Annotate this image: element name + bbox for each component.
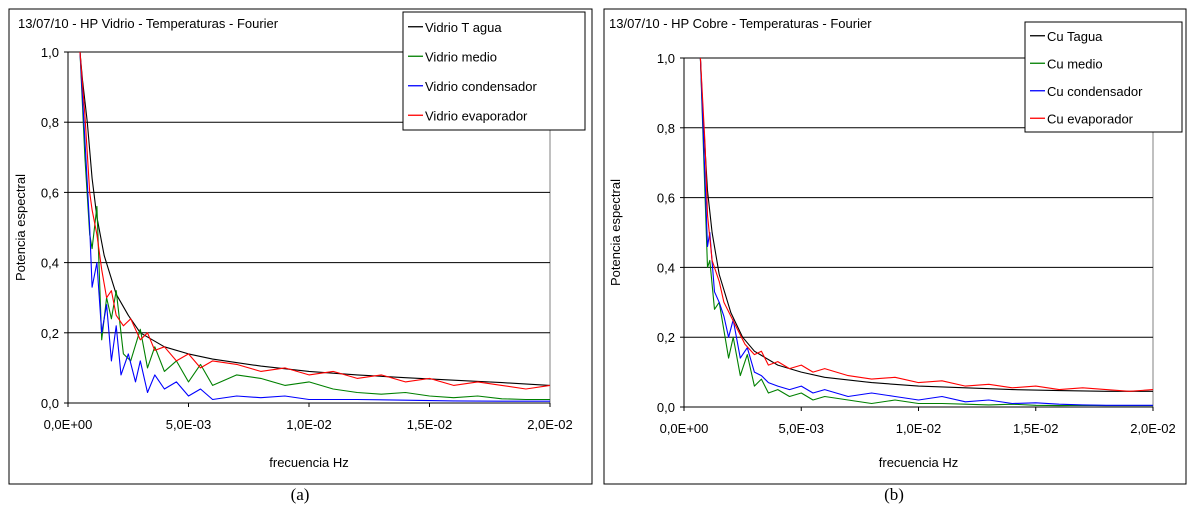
legend-label: Cu medio: [1047, 56, 1103, 71]
x-axis-label: frecuencia Hz: [269, 455, 348, 470]
x-tick-label: 0,0E+00: [44, 417, 93, 432]
legend-label: Vidrio evaporador: [425, 108, 528, 123]
x-tick-label: 5,0E-03: [778, 421, 824, 436]
x-tick-label: 1,5E-02: [1013, 421, 1059, 436]
legend-label: Cu Tagua: [1047, 29, 1103, 44]
legend-label: Vidrio condensador: [425, 79, 537, 94]
y-tick-label: 0,4: [41, 256, 59, 271]
x-tick-label: 5,0E-03: [166, 417, 212, 432]
legend: Cu Tagua Cu medio Cu condensador Cu evapora…: [1024, 21, 1183, 133]
legend-label: Vidrio medio: [425, 49, 497, 64]
legend-label: Cu evaporador: [1047, 111, 1134, 126]
y-tick-label: 0,8: [41, 115, 59, 130]
y-tick-label: 0,8: [657, 121, 675, 136]
series-line-vidrio-evaporador: [79, 51, 551, 390]
legend-box: [1024, 21, 1183, 133]
y-tick-label: 0,2: [41, 326, 59, 341]
figure-caption: (a): [291, 485, 310, 504]
y-tick-label: 0,6: [41, 185, 59, 200]
chart-title: 13/07/10 - HP Cobre - Temperaturas - Fou…: [609, 16, 872, 31]
y-tick-label: 0,0: [657, 400, 675, 415]
chart-b: 0,0 0,2 0,4 0,6 0,8 1,0 0,0E+00 5,0E-03 1,0E-02 1…: [603, 8, 1187, 485]
x-tick-label: 1,0E-02: [286, 417, 332, 432]
legend-label: Vidrio T agua: [425, 20, 502, 35]
y-axis-label: Potencia espectral: [608, 179, 623, 286]
legend: Vidrio T agua Vidrio medio Vidrio condensa…: [402, 11, 586, 131]
y-tick-label: 0,6: [657, 191, 675, 206]
x-tick-label: 1,5E-02: [407, 417, 453, 432]
x-tick-label: 1,0E-02: [896, 421, 942, 436]
y-tick-label: 1,0: [41, 45, 59, 60]
y-tick-label: 0,0: [41, 396, 59, 411]
legend-label: Cu condensador: [1047, 84, 1143, 99]
chart-a: 0,0 0,2 0,4 0,6 0,8 1,0 0,0E+00 5,0E-03 1,0E-02 1…: [8, 8, 593, 485]
y-tick-label: 0,2: [657, 330, 675, 345]
y-tick-label: 0,4: [657, 260, 675, 275]
legend-box: [402, 11, 586, 131]
series-line-vidrio-condensador: [79, 51, 550, 402]
x-tick-label: 2,0E-02: [527, 417, 573, 432]
series-line-cu-evaporador: [699, 57, 1154, 392]
y-tick-label: 1,0: [657, 51, 675, 66]
x-tick-label: 2,0E-02: [1130, 421, 1176, 436]
series-line-cu-condensador: [699, 57, 1153, 406]
x-tick-label: 0,0E+00: [660, 421, 709, 436]
series-line-cu-medio: [699, 57, 1153, 407]
x-axis-label: frecuencia Hz: [879, 455, 958, 470]
y-axis-label: Potencia espectral: [13, 174, 28, 281]
chart-title: 13/07/10 - HP Vidrio - Temperaturas - Fo…: [18, 16, 279, 31]
figure-caption: (b): [884, 485, 904, 504]
